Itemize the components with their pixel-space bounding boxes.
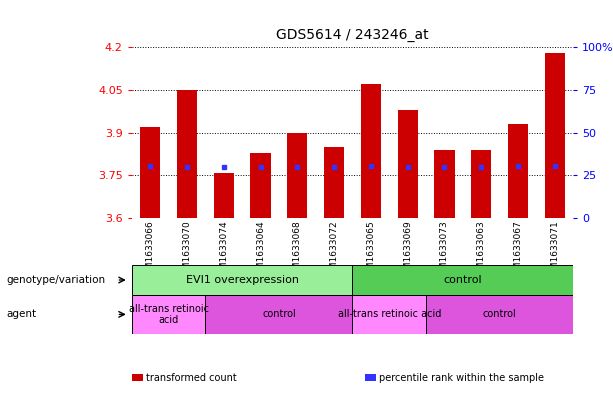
Text: EVI1 overexpression: EVI1 overexpression xyxy=(186,275,299,285)
Text: agent: agent xyxy=(6,309,36,320)
Text: GSM1633074: GSM1633074 xyxy=(219,220,228,281)
Text: genotype/variation: genotype/variation xyxy=(6,275,105,285)
Text: GSM1633067: GSM1633067 xyxy=(514,220,522,281)
Text: control: control xyxy=(262,309,296,320)
Bar xyxy=(205,295,352,334)
Text: GSM1633064: GSM1633064 xyxy=(256,220,265,281)
Bar xyxy=(361,84,381,218)
Bar xyxy=(140,127,161,218)
Bar xyxy=(435,150,455,218)
Text: GSM1633071: GSM1633071 xyxy=(550,220,559,281)
Bar xyxy=(214,173,234,218)
Text: GSM1633068: GSM1633068 xyxy=(293,220,302,281)
Text: GSM1633070: GSM1633070 xyxy=(183,220,191,281)
Bar xyxy=(132,265,352,295)
Text: control: control xyxy=(443,275,482,285)
Text: GSM1633072: GSM1633072 xyxy=(330,220,338,281)
Bar xyxy=(545,53,565,218)
Text: GSM1633065: GSM1633065 xyxy=(367,220,375,281)
Bar xyxy=(352,295,426,334)
Text: GSM1633063: GSM1633063 xyxy=(477,220,485,281)
Text: control: control xyxy=(482,309,517,320)
Text: GSM1633073: GSM1633073 xyxy=(440,220,449,281)
Bar xyxy=(324,147,345,218)
Bar xyxy=(287,133,308,218)
Bar xyxy=(352,265,573,295)
Bar xyxy=(177,90,197,218)
Text: all-trans retinoic acid: all-trans retinoic acid xyxy=(338,309,441,320)
Text: transformed count: transformed count xyxy=(146,373,237,383)
Bar xyxy=(508,124,528,218)
Text: all-trans retinoic
acid: all-trans retinoic acid xyxy=(129,304,208,325)
Bar xyxy=(426,295,573,334)
Bar xyxy=(398,110,418,218)
Bar xyxy=(132,295,205,334)
Bar xyxy=(471,150,492,218)
Text: GSM1633069: GSM1633069 xyxy=(403,220,412,281)
Text: percentile rank within the sample: percentile rank within the sample xyxy=(379,373,544,383)
Bar xyxy=(251,152,271,218)
Title: GDS5614 / 243246_at: GDS5614 / 243246_at xyxy=(276,28,428,42)
Text: GSM1633066: GSM1633066 xyxy=(146,220,154,281)
